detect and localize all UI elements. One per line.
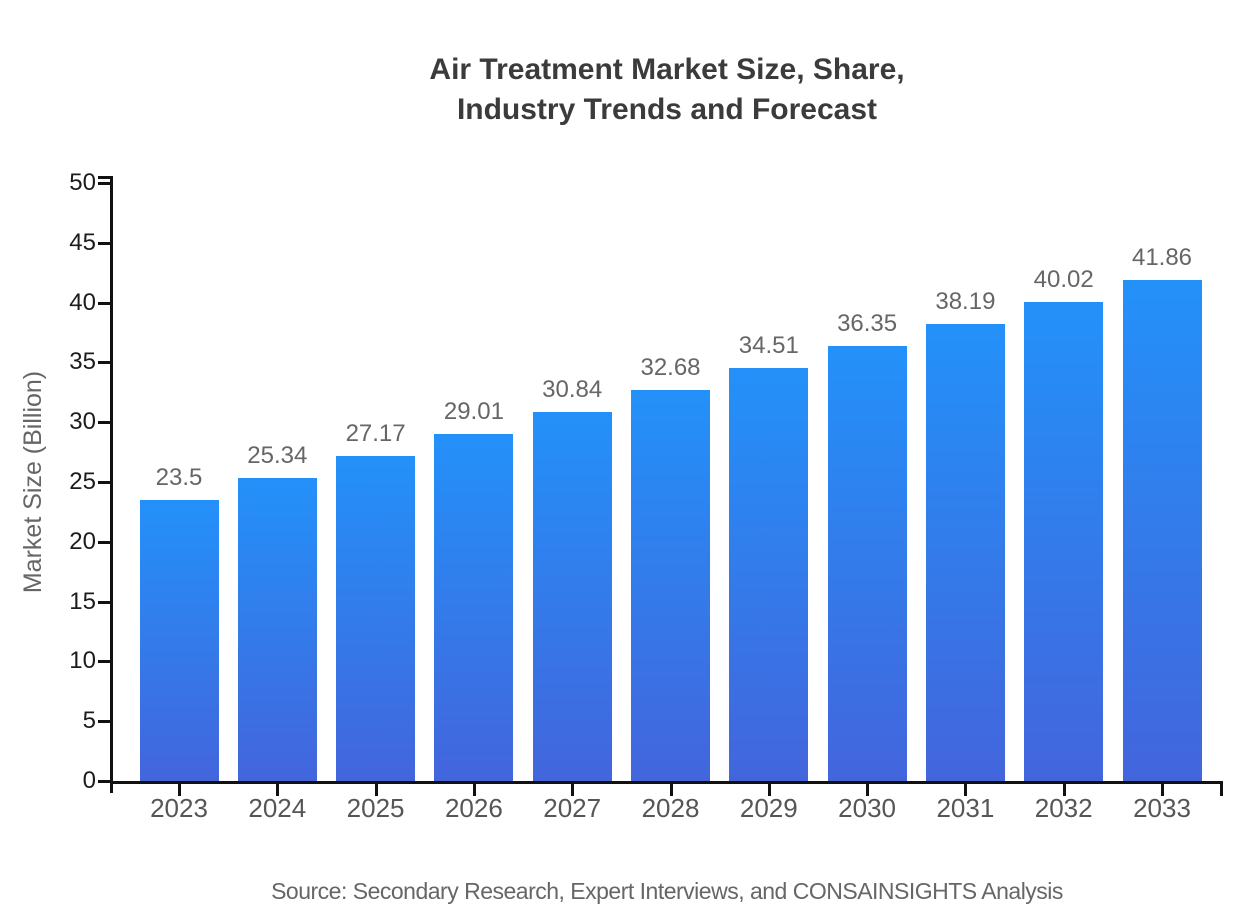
x-tick (866, 784, 870, 796)
bar-value-label: 27.17 (345, 420, 406, 448)
y-tick-label: 10 (69, 647, 96, 675)
y-tick-label: 30 (69, 408, 96, 436)
x-tick-label: 2031 (936, 793, 995, 823)
bar-value-label: 29.01 (443, 398, 504, 426)
x-tick (276, 784, 280, 796)
y-tick-label: 25 (69, 468, 96, 495)
x-tick (472, 784, 476, 796)
y-tick (98, 421, 110, 425)
x-tick-label: 2033 (1133, 793, 1191, 823)
y-axis-top-cap (98, 176, 110, 179)
bar-2031 (925, 324, 1005, 781)
y-tick-label: 35 (69, 348, 96, 376)
y-tick (98, 182, 110, 185)
y-tick-label: 40 (69, 288, 96, 316)
y-tick (98, 720, 110, 724)
x-tick-label: 2023 (150, 793, 208, 823)
y-tick (98, 301, 110, 305)
y-axis-line (110, 176, 113, 793)
y-tick-label: 15 (69, 587, 96, 615)
x-tick-label: 2030 (838, 793, 897, 823)
source-note: Source: Secondary Research, Expert Inter… (271, 878, 1063, 904)
y-tick (98, 241, 110, 245)
bar-value-label: 25.34 (247, 441, 308, 469)
bar-value-label: 30.84 (542, 376, 603, 404)
y-tick-label: 50 (69, 169, 96, 196)
bar-2024 (237, 477, 317, 781)
x-tick (1161, 784, 1164, 796)
chart-title: Air Treatment Market Size, Share, Indust… (429, 53, 905, 126)
bar-value-label: 38.19 (935, 288, 996, 316)
bar-2023 (139, 499, 219, 781)
bar-2033 (1122, 280, 1202, 781)
bar-2027 (532, 412, 612, 781)
bar-2030 (827, 346, 907, 781)
bar-value-label: 36.35 (837, 310, 898, 338)
x-tick-label: 2024 (248, 793, 307, 823)
bar-value-label: 32.68 (640, 354, 701, 382)
bar-value-label: 40.02 (1033, 266, 1094, 294)
bar-value-label: 23.5 (155, 463, 203, 491)
y-tick (98, 361, 110, 365)
y-tick (98, 660, 110, 664)
x-tick-label: 2032 (1034, 793, 1093, 823)
x-end-tick (1220, 784, 1223, 796)
y-tick (98, 600, 110, 604)
y-tick (98, 540, 110, 544)
bar-2025 (336, 456, 416, 781)
x-tick (767, 784, 771, 796)
bar-2032 (1024, 302, 1104, 781)
x-tick (964, 784, 968, 796)
x-tick (1062, 784, 1066, 796)
x-tick-label: 2025 (346, 793, 405, 823)
y-tick (98, 481, 110, 484)
x-tick-label: 2028 (641, 793, 700, 823)
bar-2028 (631, 390, 710, 781)
y-tick-label: 0 (82, 767, 96, 794)
bar-value-label: 41.86 (1131, 244, 1193, 272)
y-tick-label: 20 (69, 527, 96, 555)
x-tick (178, 784, 181, 796)
x-tick-label: 2029 (739, 793, 798, 823)
x-tick (669, 784, 673, 796)
x-axis-line (110, 781, 1223, 784)
y-tick-label: 5 (82, 707, 96, 735)
bar-2026 (434, 434, 514, 781)
y-tick-label: 45 (69, 228, 96, 256)
x-tick-label: 2026 (444, 793, 503, 823)
bar-2029 (729, 368, 809, 781)
bar-value-label: 34.51 (738, 332, 799, 360)
x-tick (374, 784, 378, 796)
y-tick (98, 780, 110, 783)
x-tick (571, 784, 575, 796)
x-tick-label: 2027 (543, 793, 602, 823)
